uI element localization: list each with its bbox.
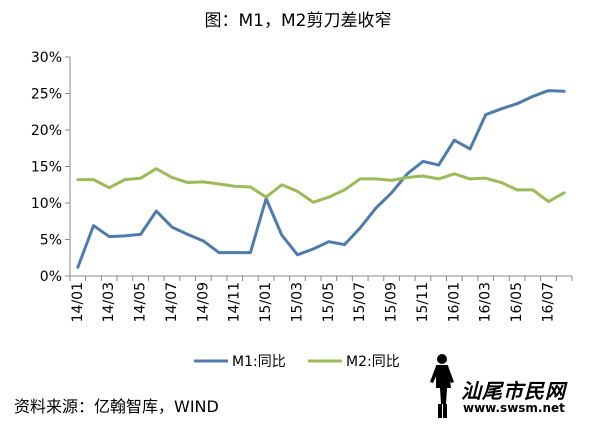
x-tick-label: 14/11 [227, 282, 243, 322]
x-tick-label: 16/05 [509, 282, 525, 322]
series-line [76, 89, 566, 269]
x-tick-label: 15/01 [258, 282, 274, 322]
x-tick-label: 16/01 [446, 282, 462, 322]
y-tick-label: 15% [31, 160, 62, 176]
x-tick-label: 16/03 [478, 282, 494, 322]
watermark-url: www.swsm.net [463, 401, 565, 415]
legend-label: M2:同比 [346, 354, 400, 370]
y-tick-label: 20% [31, 123, 62, 139]
series-layer [76, 89, 566, 269]
x-tick-label: 14/03 [101, 282, 117, 322]
watermark-text: 汕尾市民网 [461, 379, 566, 403]
x-tick-label: 14/05 [133, 282, 149, 322]
x-tick-label: 15/03 [289, 282, 305, 322]
legend-label: M1:同比 [232, 354, 286, 370]
x-tick-label: 15/07 [352, 282, 368, 322]
x-tick-label: 15/09 [384, 282, 400, 322]
legend: M1:同比 M2:同比 [194, 354, 400, 370]
y-axis: 0% 5% 10% 15% 20% 25% 30% [31, 50, 71, 285]
series-line [76, 167, 566, 204]
x-tick-label: 14/09 [195, 282, 211, 322]
y-tick-label: 10% [31, 196, 62, 212]
x-tick-label: 14/01 [70, 282, 86, 322]
y-tick-label: 25% [31, 87, 62, 103]
x-tick-label: 14/07 [164, 282, 180, 322]
source-note: 资料来源：亿翰智库，WIND [14, 397, 219, 416]
x-axis: 14/01 14/03 14/05 14/07 14/09 14/11 15/01 15/03… [69, 275, 573, 322]
y-tick-label: 5% [40, 233, 62, 249]
y-tick-label: 30% [31, 50, 62, 66]
watermark-person-icon [430, 354, 454, 418]
x-tick-label: 15/05 [321, 282, 337, 322]
chart-title: 图：M1，M2剪刀差收窄 [205, 11, 392, 31]
x-tick-label: 16/07 [540, 282, 556, 322]
y-tick-label: 0% [40, 269, 62, 285]
x-tick-label: 15/11 [415, 282, 431, 322]
